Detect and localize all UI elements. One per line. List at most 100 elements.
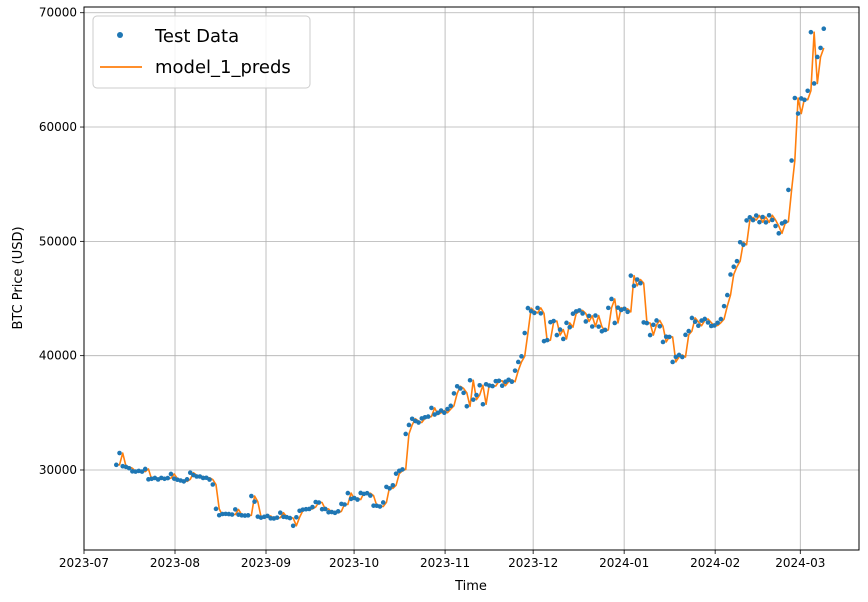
x-tick-label: 2024-01 [599,556,649,570]
test-data-point [445,406,450,412]
test-data-point [265,513,270,519]
test-data-point [580,311,585,316]
test-data-point [490,383,495,389]
test-data-point [795,111,801,116]
test-data-point [586,313,592,319]
test-data-point [750,217,756,223]
x-tick-label: 2023-10 [329,556,379,570]
test-data-point [210,482,216,487]
test-data-point [409,416,415,422]
test-data-point [142,466,148,472]
test-data-point [773,223,778,229]
test-data-point [406,422,412,428]
test-data-point [342,502,347,507]
test-data-point [509,379,515,385]
test-data-point [551,318,556,324]
x-tick-label: 2023-08 [150,556,200,570]
legend-marker-test-data [117,32,123,38]
test-data-point [747,215,753,220]
test-data-point [570,311,576,317]
test-data-point [596,324,601,329]
test-data-point [268,516,273,521]
test-data-point [757,219,762,225]
test-data-point [667,334,672,340]
test-data-point [705,320,711,325]
test-data-point [734,258,740,264]
test-data-point [187,470,193,476]
test-data-point [515,359,521,365]
test-data-point [294,515,299,520]
test-data-point [451,391,457,396]
test-data-point [335,509,341,514]
test-data-point [651,322,656,328]
test-data-point [654,318,659,323]
test-data-point [686,328,692,334]
test-data-point [763,220,769,225]
x-axis-ticks: 2023-07 2023-08 2023-09 2023-10 2023-11 2023-… [59,550,825,570]
test-data-point [467,377,473,383]
test-data-point [377,504,383,509]
test-data-point [232,507,238,512]
test-data-point [786,187,791,193]
y-tick-label: 60000 [39,120,77,134]
test-data-point [470,397,476,402]
grid-lines [83,7,859,550]
y-tick-label: 70000 [39,6,77,20]
test-data-point [802,97,807,103]
test-data-point [525,305,531,311]
test-data-point [496,378,502,384]
test-data-point [345,490,351,496]
test-data-point [634,277,640,282]
test-data-point [287,515,293,521]
test-data-point [808,29,814,35]
test-data-point [770,217,775,223]
test-data-point [310,504,315,510]
test-data-point [519,354,524,359]
test-data-point [789,158,794,163]
test-data-point [567,324,573,330]
plot-frame [83,6,860,551]
test-data-point [400,467,405,472]
test-data-point [165,475,171,481]
test-data-point [168,471,174,477]
test-data-point [184,477,190,482]
test-data-point [278,510,283,516]
test-data-point [393,471,399,476]
y-tick-label: 30000 [39,463,77,477]
test-data-point [577,308,582,313]
test-data-point [692,319,698,325]
test-data-point [512,368,518,373]
test-data-point [316,500,322,505]
test-data-point [113,462,119,468]
test-data-point [474,392,479,398]
test-data-point [290,523,296,529]
test-data-point [538,311,544,316]
test-data-point [679,354,685,360]
test-data-point [220,511,225,517]
x-axis-label: Time [454,579,487,594]
test-data-point [744,218,749,223]
test-data-point [564,320,569,326]
test-data-point [535,305,540,311]
x-tick-label: 2023-11 [420,556,470,570]
test-data-point [776,231,782,236]
y-axis-label: BTC Price (USD) [11,226,26,329]
test-data-point [625,309,630,315]
x-tick-label: 2024-02 [690,556,740,570]
test-data-point [461,390,466,396]
x-tick-label: 2024-03 [775,556,825,570]
test-data-point [442,410,447,416]
test-data-point [249,493,254,499]
test-data-point [821,26,827,32]
x-tick-label: 2023-12 [508,556,558,570]
test-data-point [589,324,595,329]
test-data-point [403,431,409,437]
test-data-point [364,490,370,496]
test-data-point [647,332,653,338]
test-data-point [728,272,733,277]
test-data-point [782,219,788,224]
test-data-point [731,264,737,270]
test-data-point [583,319,589,324]
test-data-point [429,405,434,411]
